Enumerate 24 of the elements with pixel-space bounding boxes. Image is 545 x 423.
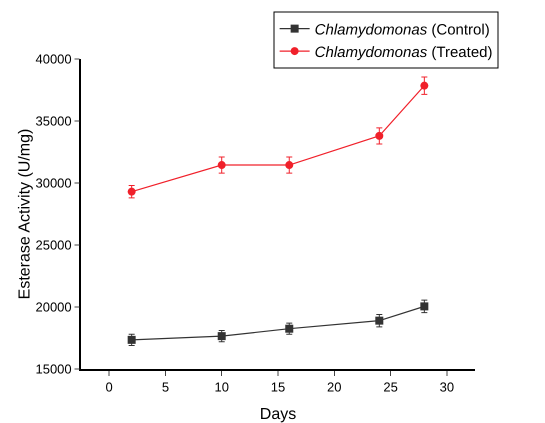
y-tick-label: 35000: [35, 114, 72, 129]
point: [375, 132, 384, 140]
y-tick-label: 30000: [35, 176, 72, 191]
legend-label: Chlamydomonas (Control): [314, 21, 490, 38]
x-tick-label: 0: [106, 379, 113, 394]
x-tick-label: 25: [383, 379, 398, 394]
y-tick-label: 15000: [35, 362, 72, 377]
y-tick-label: 40000: [35, 52, 72, 67]
x-tick-label: 20: [327, 379, 342, 394]
x-tick-label: 15: [270, 379, 286, 394]
point: [375, 316, 384, 325]
point: [285, 161, 294, 170]
point: [128, 188, 136, 196]
point: [420, 302, 428, 310]
x-tick-label: 30: [440, 379, 454, 394]
y-tick-label: 25000: [35, 238, 72, 253]
x-tick-label: 10: [214, 379, 229, 394]
x-tick-label: 5: [162, 379, 170, 394]
y-axis-title: Esterase Activity (U/mg): [16, 128, 34, 300]
y-tick-label: 20000: [35, 300, 72, 315]
point: [218, 161, 226, 170]
x-axis-title: Days: [260, 406, 296, 423]
point: [420, 82, 428, 90]
legend-label: Chlamydomonas (Treated): [314, 44, 493, 61]
